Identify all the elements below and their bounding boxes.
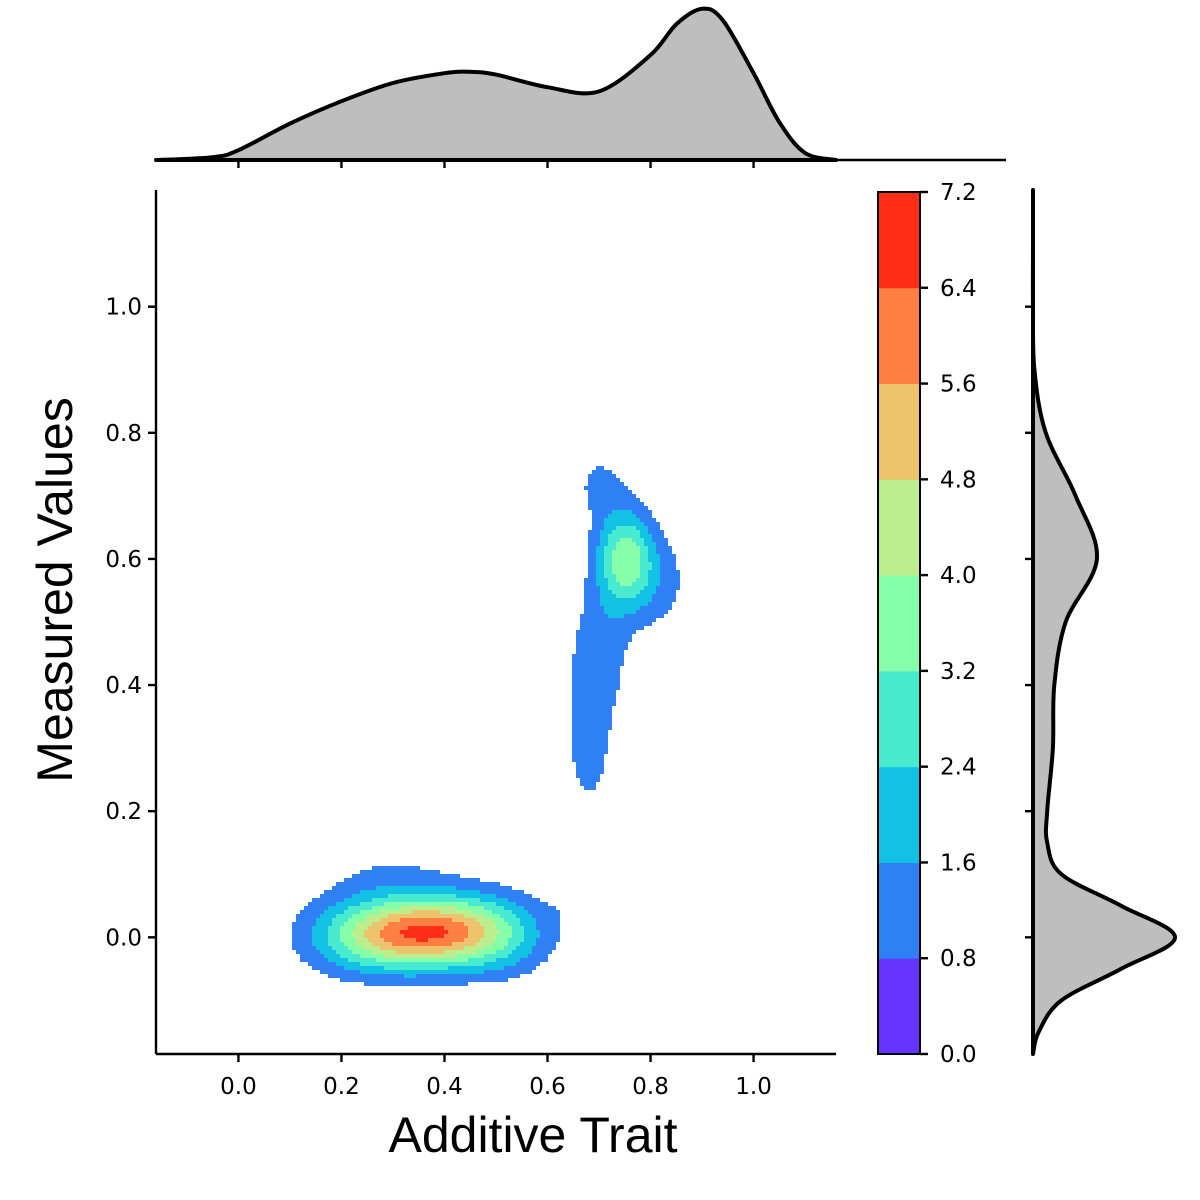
colorbar-band xyxy=(878,958,920,1055)
contour-band-1 xyxy=(292,466,680,986)
density-contours xyxy=(292,466,680,986)
colorbar-tick-label: 4.0 xyxy=(940,563,977,589)
x-tick-label: 1.0 xyxy=(735,1074,772,1100)
colorbar-tick-label: 5.6 xyxy=(940,372,977,398)
y-tick-label: 0.6 xyxy=(105,547,142,573)
x-tick-label: 0.2 xyxy=(323,1074,360,1100)
x-marginal-curve xyxy=(154,6,838,162)
y-tick-label: 1.0 xyxy=(105,295,142,321)
x-tick-label: 0.6 xyxy=(529,1074,566,1100)
y-tick-label: 0.8 xyxy=(105,421,142,447)
y-marginal-curve xyxy=(1030,188,1177,1056)
colorbar-band xyxy=(878,862,920,959)
contour-band-6 xyxy=(364,910,484,954)
colorbar: 0.0 0.8 1.6 2.4 3.2 4.0 4.8 5.6 6.4 7.2 xyxy=(877,180,977,1068)
x-tick-label: 0.8 xyxy=(632,1074,669,1100)
colorbar-band xyxy=(878,766,920,863)
colorbar-tick-label: 3.2 xyxy=(940,659,977,685)
contour-band-7 xyxy=(380,918,468,946)
y-tick-label: 0.4 xyxy=(105,673,142,699)
colorbar-tick-label: 6.4 xyxy=(940,276,977,302)
colorbar-band xyxy=(878,192,920,289)
colorbar-band xyxy=(878,383,920,480)
x-tick-label: 0.4 xyxy=(426,1074,463,1100)
colorbar-band xyxy=(878,287,920,385)
colorbar-tick-label: 0.0 xyxy=(940,1042,977,1068)
main-axes: 0.0 0.2 0.4 0.6 0.8 1.0 0.0 0.2 0.4 0.6 0.8 1.0 xyxy=(105,190,836,1100)
colorbar-band xyxy=(878,575,920,672)
colorbar-frame xyxy=(877,191,921,1055)
colorbar-tick-label: 0.8 xyxy=(940,946,977,972)
colorbar-tick-label: 7.2 xyxy=(940,180,977,206)
colorbar-tick-label: 2.4 xyxy=(940,755,977,781)
colorbar-band xyxy=(878,670,920,768)
x-axis-title: Additive Trait xyxy=(388,1107,677,1163)
contour-band-8 xyxy=(400,926,448,942)
x-tick-label: 0.0 xyxy=(220,1074,257,1100)
colorbar-band xyxy=(878,479,920,576)
y-tick-label: 0.2 xyxy=(105,799,142,825)
x-marginal-kde xyxy=(154,6,1006,168)
y-marginal-kde xyxy=(1025,188,1177,1056)
colorbar-tick-label: 4.8 xyxy=(940,467,977,493)
colorbar-tick-label: 1.6 xyxy=(940,850,977,876)
y-axis-title: Measured Values xyxy=(27,397,83,782)
y-tick-label: 0.0 xyxy=(105,925,142,951)
